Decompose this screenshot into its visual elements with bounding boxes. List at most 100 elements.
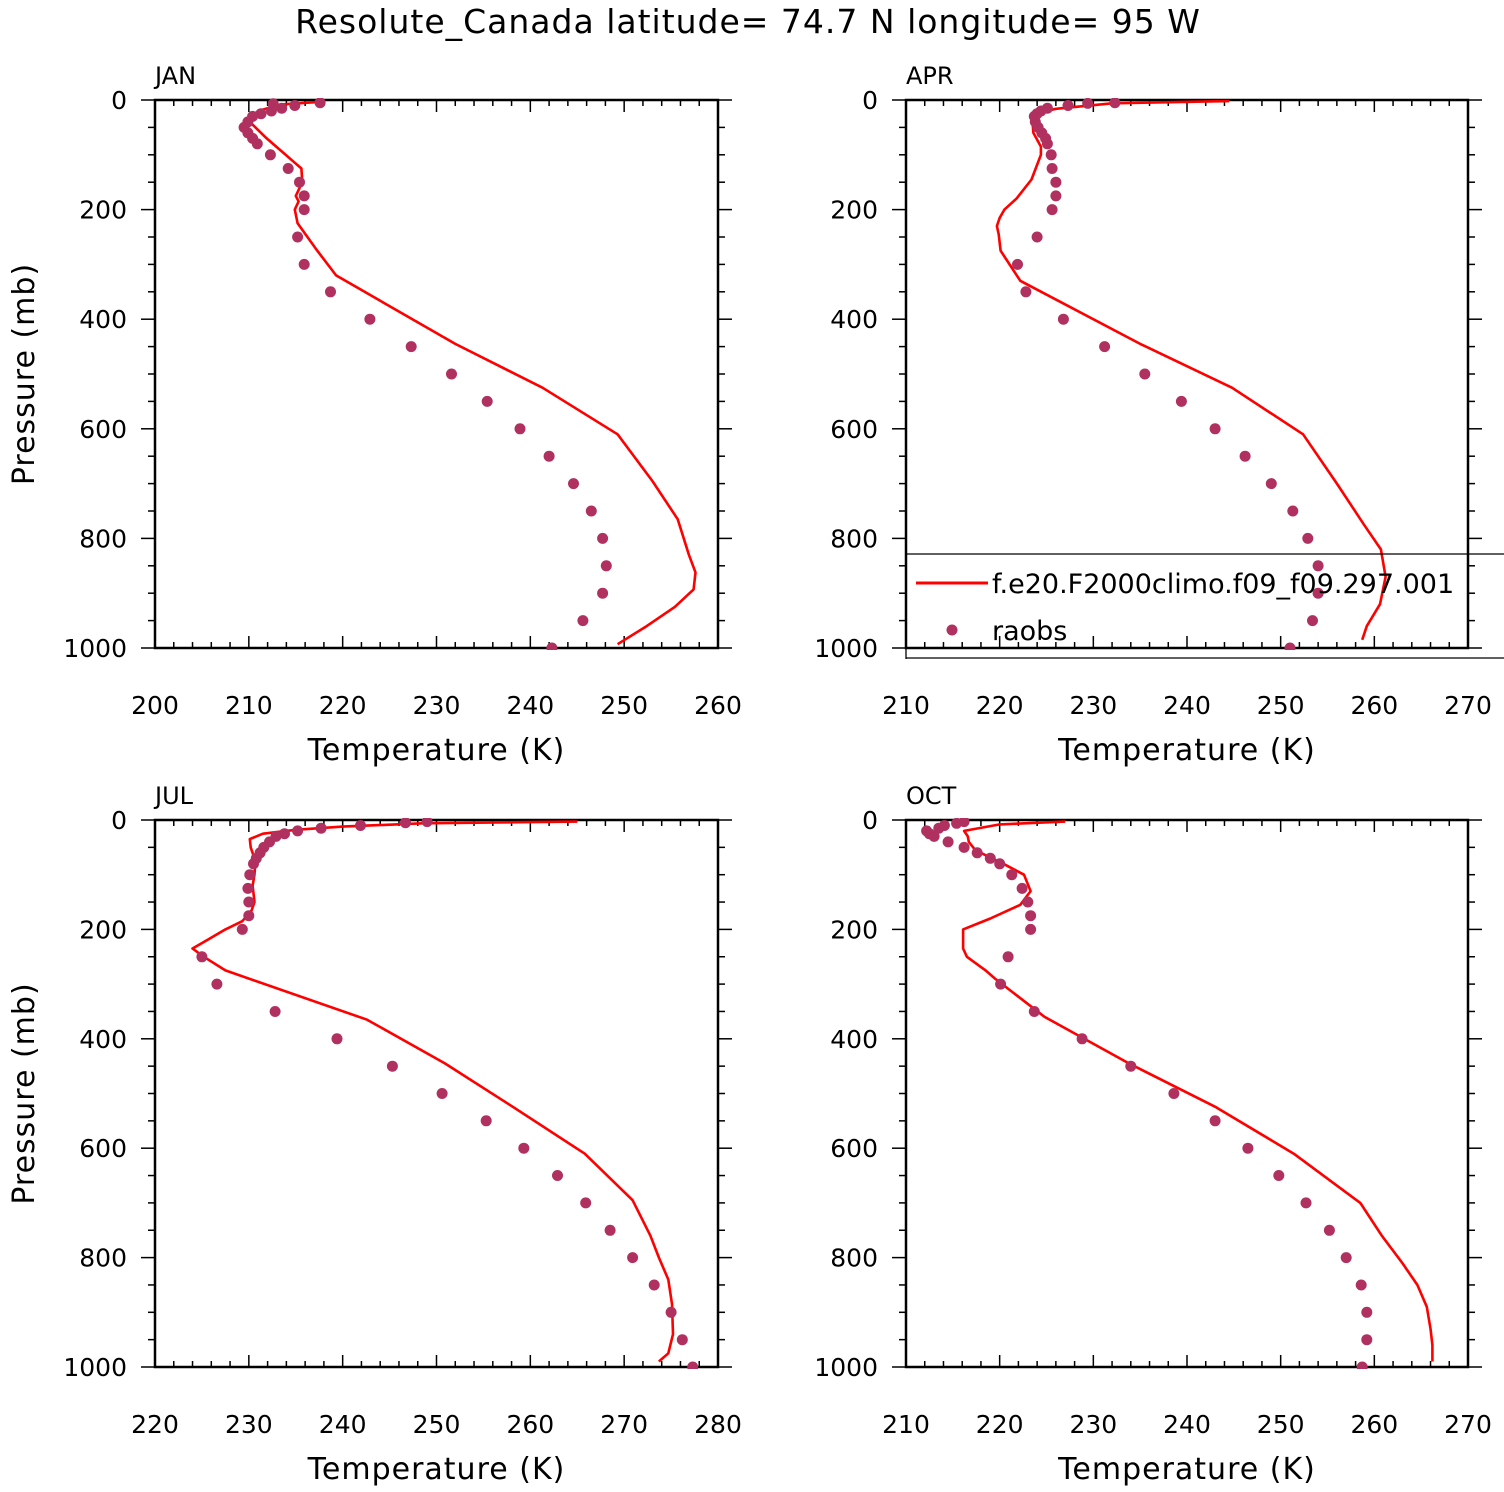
x-tick-label-jan: 210 [225, 691, 273, 720]
raobs-point-apr [1041, 102, 1053, 114]
raobs-point-jan [314, 98, 326, 109]
raobs-point-oct [1361, 1334, 1373, 1346]
x-tick-label-jan: 240 [506, 691, 554, 720]
raobs-point-jul [315, 822, 327, 834]
plot-frame-jul [153, 818, 720, 1369]
x-tick-label-oct: 240 [1163, 1410, 1211, 1439]
y-tick-label-apr: 400 [830, 305, 878, 334]
raobs-point-oct [1002, 951, 1014, 963]
y-tick-label-jul: 400 [79, 1025, 127, 1054]
raobs-point-jul [292, 825, 304, 837]
y-tick-label-apr: 800 [830, 524, 878, 553]
y-tick-label-jan: 200 [79, 196, 127, 225]
figure-title: Resolute_Canada latitude= 74.7 N longitu… [295, 2, 1201, 41]
raobs-point-apr [1050, 176, 1062, 188]
x-tick-label-jul: 250 [413, 1410, 461, 1439]
y-tick-label-jul: 1000 [63, 1353, 127, 1382]
x-axis-title-apr: Temperature (K) [1057, 733, 1316, 768]
raobs-point-apr [1302, 532, 1314, 544]
raobs-point-jan [600, 560, 612, 572]
y-tick-label-oct: 200 [830, 915, 878, 944]
raobs-point-oct [1076, 1033, 1088, 1045]
x-tick-label-oct: 210 [882, 1410, 930, 1439]
raobs-point-jul [196, 951, 208, 963]
x-tick-label-apr: 250 [1257, 691, 1305, 720]
x-tick-label-jul: 260 [506, 1410, 554, 1439]
raobs-point-jan [325, 286, 336, 298]
y-tick-label-jul: 0 [111, 806, 127, 835]
raobs-point-apr [1239, 450, 1251, 462]
y-axis-title-jul: Pressure (mb) [7, 982, 42, 1204]
y-tick-label-oct: 800 [830, 1244, 878, 1273]
x-tick-label-oct: 230 [1069, 1410, 1117, 1439]
raobs-point-oct [1028, 1006, 1040, 1017]
y-tick-label-oct: 400 [830, 1025, 878, 1054]
legend-obs-swatch [946, 624, 958, 636]
raobs-point-jul [331, 1033, 343, 1045]
raobs-point-apr [1287, 505, 1299, 517]
data-group-jan [238, 98, 697, 650]
raobs-point-apr [1109, 98, 1121, 109]
x-tick-label-jan: 220 [319, 691, 367, 720]
raobs-point-oct [1025, 923, 1037, 935]
y-tick-label-apr: 200 [830, 196, 878, 225]
raobs-point-oct [1355, 1279, 1367, 1291]
raobs-point-apr [1209, 423, 1221, 435]
raobs-point-apr [1099, 341, 1111, 353]
y-tick-label-jan: 600 [79, 415, 127, 444]
x-tick-label-apr: 270 [1444, 691, 1492, 720]
x-tick-label-apr: 210 [882, 691, 930, 720]
x-axis-title-oct: Temperature (K) [1057, 1452, 1316, 1487]
raobs-point-oct [1361, 1306, 1373, 1318]
raobs-point-oct [1025, 910, 1037, 922]
raobs-point-apr [1020, 286, 1032, 298]
raobs-point-jan [577, 615, 589, 627]
raobs-point-jan [585, 505, 597, 517]
raobs-point-oct [984, 852, 996, 864]
raobs-point-jan [264, 149, 276, 161]
raobs-point-jul [211, 978, 223, 990]
x-tick-label-jan: 230 [413, 691, 461, 720]
raobs-point-jan [298, 258, 310, 270]
raobs-point-jan [282, 163, 294, 174]
x-tick-label-apr: 260 [1350, 691, 1398, 720]
raobs-point-jan [446, 368, 457, 380]
data-group-apr [995, 98, 1387, 650]
raobs-point-apr [1046, 204, 1058, 216]
raobs-point-jul [355, 820, 366, 831]
raobs-point-oct [1273, 1170, 1285, 1181]
x-tick-label-jul: 230 [225, 1410, 273, 1439]
x-axis-title-jul: Temperature (K) [307, 1452, 566, 1487]
raobs-point-jan [298, 204, 310, 216]
x-tick-label-apr: 230 [1069, 691, 1117, 720]
raobs-point-jan [298, 190, 310, 202]
raobs-point-jan [546, 642, 558, 650]
raobs-point-jul [236, 923, 248, 935]
raobs-point-oct [958, 841, 970, 853]
y-tick-label-oct: 600 [830, 1134, 878, 1163]
raobs-point-jul [243, 910, 255, 922]
y-tick-label-apr: 0 [862, 86, 878, 115]
raobs-point-jan [289, 100, 301, 111]
raobs-point-jan [267, 98, 279, 110]
raobs-point-jul [627, 1252, 639, 1264]
plot-frame-jan [153, 98, 720, 650]
raobs-point-apr [1265, 478, 1277, 490]
x-tick-label-jan: 200 [131, 691, 179, 720]
panel-label-oct: OCT [906, 782, 957, 810]
y-tick-label-jan: 800 [79, 524, 127, 553]
raobs-point-apr [1050, 190, 1062, 202]
raobs-point-jan [514, 423, 526, 435]
raobs-point-oct [971, 847, 983, 859]
raobs-point-jul [400, 818, 411, 829]
raobs-point-jan [405, 341, 417, 353]
raobs-point-apr [1045, 149, 1057, 161]
raobs-point-apr [1046, 163, 1058, 174]
raobs-point-jul [604, 1224, 616, 1236]
raobs-point-jul [269, 1006, 281, 1017]
raobs-point-oct [1242, 1142, 1254, 1154]
raobs-point-oct [958, 818, 970, 828]
x-tick-label-apr: 220 [976, 691, 1024, 720]
raobs-point-jan [255, 108, 267, 120]
